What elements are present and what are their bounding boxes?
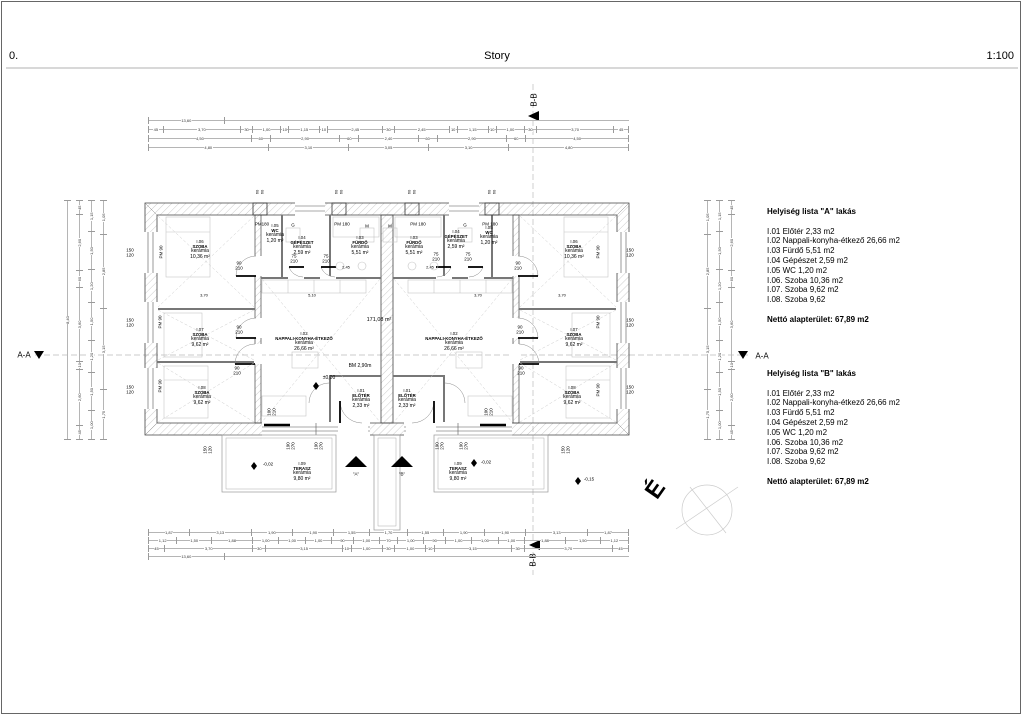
room-list-a-items: I.01 Előtér 2,33 m2 I.02 Nappali-konyha-é… (767, 227, 1007, 305)
walls (144, 202, 630, 436)
section-markers (34, 111, 748, 550)
room-list-item: I.03 Fürdő 5,51 m2 (767, 408, 835, 418)
room-list-a: Helyiség lista "A" lakás I.01 Előtér 2,3… (767, 207, 1007, 325)
story-index: 0. (9, 50, 19, 62)
room-diagonals (157, 215, 617, 423)
room-list-item: I.07. Szoba 9,62 m2 (767, 285, 839, 295)
room-list-item: I.03 Fürdő 5,51 m2 (767, 246, 835, 256)
page-title: Story (484, 50, 510, 62)
room-list-item: I.02 Nappali-konyha-étkező 26,66 m2 (767, 236, 900, 246)
room-list-b-total: Nettó alapterület: 67,89 m2 (767, 476, 869, 486)
furniture (163, 216, 611, 419)
room-list-item: I.08. Szoba 9,62 (767, 457, 826, 467)
room-list-item: I.06. Szoba 10,36 m2 (767, 275, 844, 285)
drawing-scale: 1:100 (986, 50, 1014, 62)
room-list-item: I.04 Gépészet 2,59 m2 (767, 255, 848, 265)
room-list-item: I.06. Szoba 10,36 m2 (767, 437, 844, 447)
room-list-a-title: Helyiség lista "A" lakás (767, 207, 856, 216)
room-list-a-total: Nettó alapterület: 67,89 m2 (767, 314, 869, 324)
room-list-item: I.04 Gépészet 2,59 m2 (767, 417, 848, 427)
room-list-b-title: Helyiség lista "B" lakás (767, 369, 856, 378)
entrance-arrows (345, 456, 413, 467)
room-list-item: I.01 Előtér 2,33 m2 (767, 226, 835, 236)
terraces (221, 434, 549, 531)
room-list-item: I.02 Nappali-konyha-étkező 26,66 m2 (767, 398, 900, 408)
north-arrow (675, 484, 739, 536)
doors (234, 255, 540, 436)
room-list-item: I.08. Szoba 9,62 (767, 295, 826, 305)
room-list-item: I.05 WC 1,20 m2 (767, 427, 828, 437)
room-list-item: I.05 WC 1,20 m2 (767, 265, 828, 275)
room-list-item: I.07. Szoba 9,62 m2 (767, 447, 839, 457)
level-markers (251, 382, 581, 485)
room-list-b: Helyiség lista "B" lakás I.01 Előtér 2,3… (767, 369, 1007, 487)
room-list-b-items: I.01 Előtér 2,33 m2 I.02 Nappali-konyha-é… (767, 389, 1007, 467)
room-list-item: I.01 Előtér 2,33 m2 (767, 388, 835, 398)
